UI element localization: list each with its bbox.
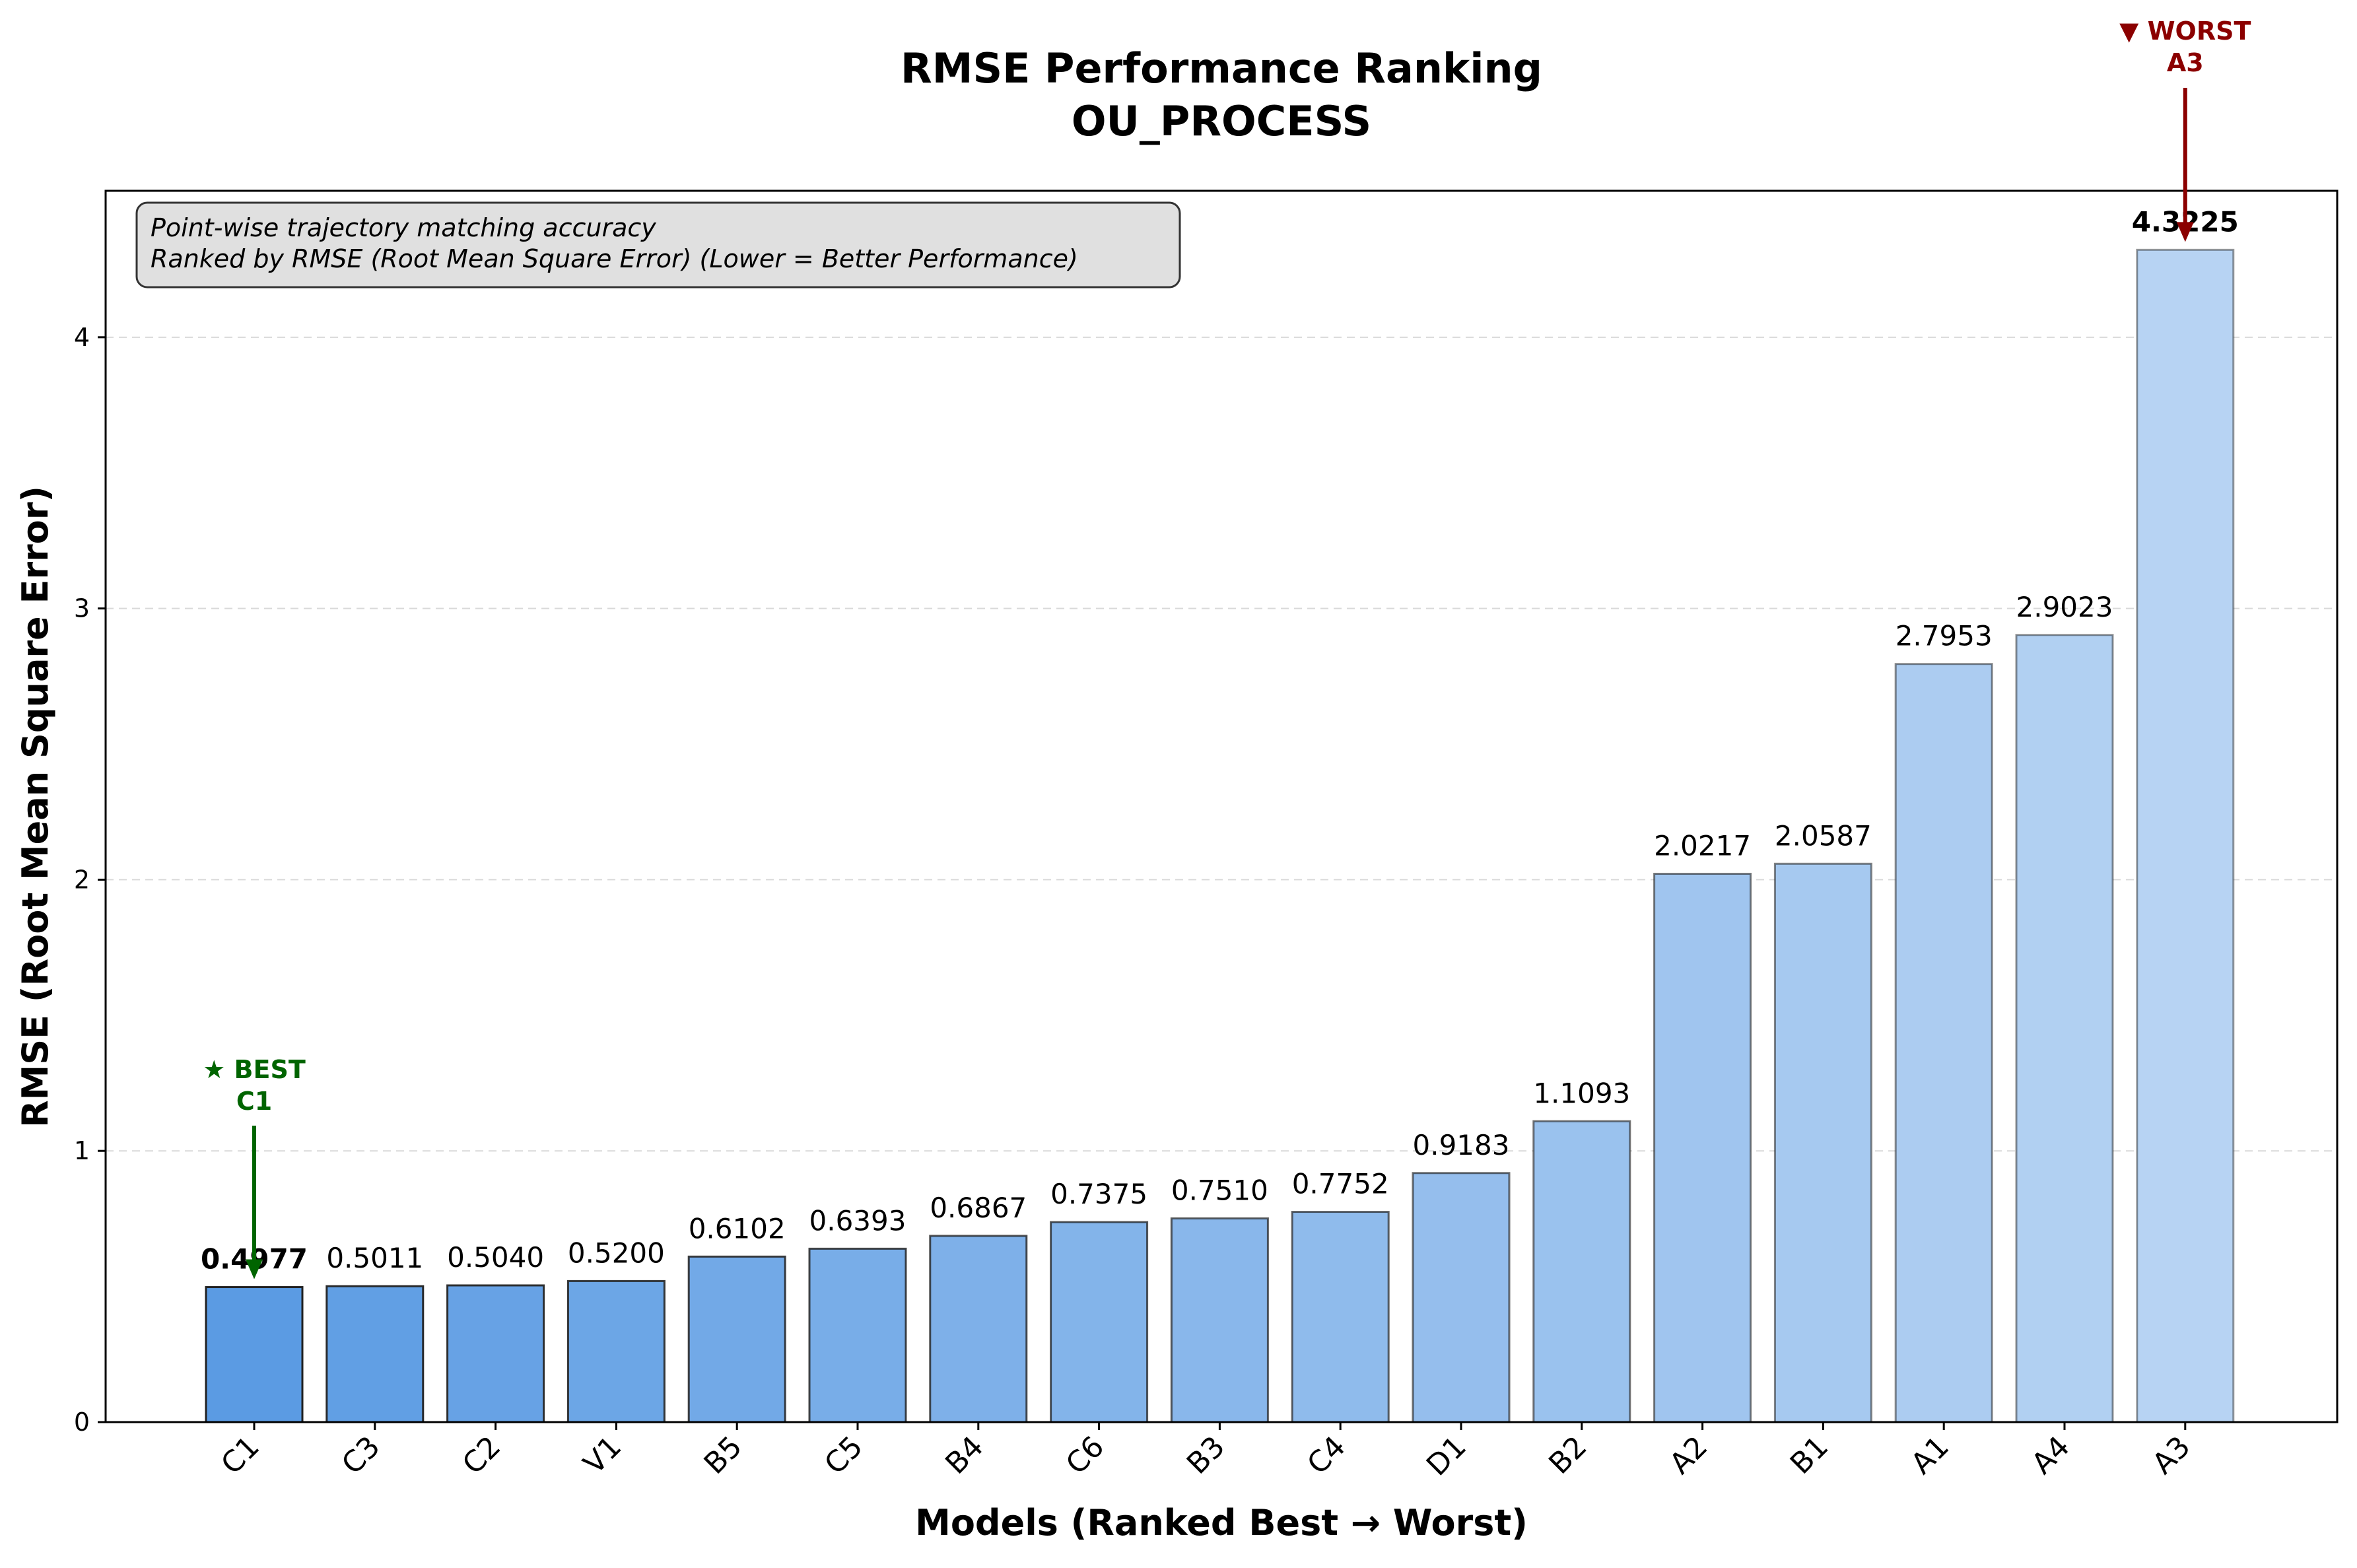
x-tick-label-A4: A4: [2026, 1430, 2076, 1481]
bar-C1: [205, 1286, 304, 1423]
bar-C3: [325, 1285, 425, 1423]
x-axis: C1 C3 C2 V1 B5 C5 B4 C6 B3 C4 D1 B2 A2 B1 A1 A4 A3: [215, 1422, 2197, 1483]
x-tick-label-C5: C5: [818, 1430, 870, 1482]
y-tick-label: 1: [74, 1136, 90, 1165]
bar-C4: [1291, 1211, 1390, 1423]
bar-B1: [1773, 862, 1872, 1423]
value-label-C5: 0.6393: [809, 1204, 906, 1237]
x-tick-label-C3: C3: [335, 1430, 387, 1482]
value-label-B4: 0.6867: [930, 1192, 1027, 1224]
value-label-C4: 0.7752: [1292, 1168, 1389, 1200]
info-box-line2: Ranked by RMSE (Root Mean Square Error) …: [151, 244, 1078, 273]
annot-best-line1: ★ BEST: [203, 1055, 306, 1084]
bar-B5: [687, 1255, 786, 1423]
value-label-V1: 0.5200: [568, 1237, 665, 1269]
bar-B4: [929, 1235, 1028, 1423]
bar-A2: [1653, 872, 1752, 1423]
grid-lines: [106, 336, 2337, 1152]
chart-subtitle: OU_PROCESS: [1072, 97, 1371, 145]
x-tick-label-B2: B2: [1542, 1430, 1593, 1481]
x-tick-label-B4: B4: [939, 1430, 990, 1481]
info-box-frame: [135, 201, 1181, 289]
y-tick-label: 2: [74, 865, 90, 894]
value-label-A2: 2.0217: [1654, 829, 1751, 862]
value-label-C2: 0.5040: [447, 1241, 544, 1274]
value-label-B3: 0.7510: [1171, 1174, 1268, 1206]
value-label-B5: 0.6102: [689, 1212, 786, 1244]
bar-C2: [446, 1284, 545, 1423]
x-axis-title: Models (Ranked Best → Worst): [915, 1502, 1528, 1544]
info-box-line1: Point-wise trajectory matching accuracy: [151, 213, 656, 242]
value-label-C6: 0.7375: [1050, 1178, 1147, 1210]
bar-D1: [1412, 1172, 1511, 1423]
x-tick-label-C2: C2: [456, 1430, 508, 1482]
bar-A1: [1894, 663, 1993, 1423]
bar-B2: [1532, 1120, 1631, 1423]
bar-B3: [1170, 1217, 1269, 1423]
x-tick-label-C1: C1: [215, 1430, 266, 1482]
x-tick-label-B5: B5: [698, 1430, 749, 1481]
bar-A3: [2136, 248, 2235, 1423]
x-tick-label-B3: B3: [1180, 1430, 1231, 1481]
annot-best-arrow-head: [246, 1259, 263, 1279]
info-box: Point-wise trajectory matching accuracy …: [135, 201, 1181, 289]
x-tick-label-A2: A2: [1663, 1430, 1714, 1481]
annot-worst-arrow-head: [2176, 222, 2194, 242]
x-tick-label-A1: A1: [1905, 1430, 1956, 1481]
bar-A4: [2015, 634, 2114, 1423]
chart-title: RMSE Performance Ranking: [901, 44, 1542, 92]
x-tick-label-D1: D1: [1420, 1430, 1473, 1483]
x-tick-label-V1: V1: [577, 1430, 628, 1481]
x-tick-label-C6: C6: [1060, 1430, 1111, 1482]
x-tick-label-B1: B1: [1784, 1430, 1835, 1481]
y-tick-label: 4: [74, 323, 90, 352]
bar-C6: [1050, 1221, 1149, 1423]
value-label-B1: 2.0587: [1775, 819, 1872, 852]
bar-C5: [808, 1247, 907, 1423]
annot-worst-line2: A3: [2167, 48, 2204, 77]
annot-best-line2: C1: [236, 1087, 272, 1116]
plot-frame: [104, 189, 2339, 1423]
bar-V1: [566, 1279, 666, 1423]
y-tick-label: 0: [74, 1408, 90, 1437]
y-tick-label: 3: [74, 594, 90, 623]
y-axis-title: RMSE (Root Mean Square Error): [15, 486, 56, 1128]
value-label-D1: 0.9183: [1413, 1129, 1510, 1161]
value-label-C3: 0.5011: [326, 1242, 423, 1274]
value-label-A4: 2.9023: [2016, 591, 2113, 623]
value-label-A1: 2.7953: [1896, 620, 1993, 652]
x-tick-label-A3: A3: [2146, 1430, 2197, 1481]
bars: [205, 248, 2235, 1423]
value-label-B2: 1.1093: [1533, 1077, 1630, 1109]
y-axis: 0 1 2 3 4: [74, 323, 106, 1437]
annot-worst-line1: ▼ WORST: [2119, 17, 2251, 46]
x-tick-label-C4: C4: [1301, 1430, 1352, 1482]
